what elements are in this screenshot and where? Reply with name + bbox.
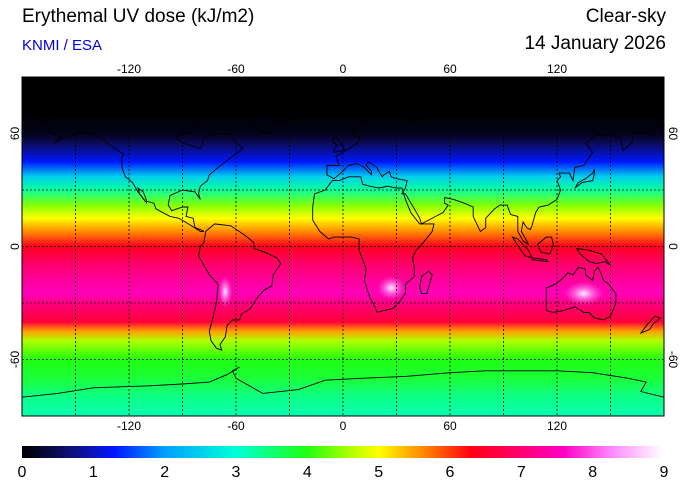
colorbar-tick-label: 9 (660, 464, 669, 481)
coastline-java (531, 257, 550, 263)
map-title: Erythemal UV dose (kJ/m2) (22, 6, 255, 27)
sky-condition-label: Clear-sky (585, 6, 666, 27)
lat-tick-label: 0 (8, 243, 22, 250)
latitude-ticks-left: 60 0 -60 (8, 127, 22, 369)
lon-tick-label: -120 (117, 62, 141, 76)
map-frame (21, 76, 665, 417)
lon-tick-label: -120 (117, 419, 141, 433)
longitude-ticks-bottom: -120 -60 0 60 120 (117, 419, 567, 433)
coastline-britain (331, 136, 346, 153)
longitude-ticks-top: -120 -60 0 60 120 (117, 62, 567, 76)
lon-tick-label: 0 (340, 62, 347, 76)
lon-tick-label: 0 (340, 419, 347, 433)
lon-tick-label: -60 (227, 419, 245, 433)
lat-tick-label: -60 (8, 351, 22, 369)
lat-tick-label: -60 (666, 351, 680, 369)
coastline-greenland (211, 89, 312, 135)
coastline-borneo (536, 236, 554, 255)
lat-tick-label: 60 (666, 127, 680, 141)
date-label: 14 January 2026 (524, 33, 666, 54)
lon-tick-label: 120 (547, 419, 567, 433)
coastline-sumatra (511, 236, 533, 259)
coastlines (21, 89, 665, 398)
coastline-europe-asia (326, 99, 665, 246)
coastline-north-america (42, 108, 244, 232)
coastline-japan (574, 169, 595, 189)
colorbar-tick-label: 3 (232, 464, 241, 481)
colorbar-gradient (22, 446, 664, 458)
lat-tick-label: 60 (8, 127, 22, 141)
coastline-australia (545, 266, 617, 321)
lon-tick-label: 60 (443, 62, 457, 76)
coastline-madagascar (419, 270, 433, 295)
coastline-new-zealand (639, 315, 662, 335)
uv-hotspot (563, 281, 604, 306)
coastline-africa (312, 176, 435, 313)
map-area (21, 76, 665, 417)
lon-tick-label: 120 (547, 62, 567, 76)
coastline-south-america (198, 223, 282, 351)
uv-hotspot (377, 275, 406, 300)
colorbar-tick-label: 8 (588, 464, 597, 481)
colorbar-tick-label: 5 (374, 464, 383, 481)
colorbar-tick-label: 1 (89, 464, 98, 481)
colorbar-tick-label: 6 (446, 464, 455, 481)
colorbar-tick-label: 4 (303, 464, 312, 481)
colorbar: 0 1 2 3 4 5 6 7 8 9 (18, 446, 669, 481)
latitude-ticks-right: 60 0 -60 (666, 127, 680, 369)
colorbar-tick-label: 0 (18, 464, 27, 481)
coastline-new-guinea (575, 247, 611, 266)
lon-tick-label: 60 (443, 419, 457, 433)
credit-label: KNMI / ESA (22, 37, 103, 54)
colorbar-tick-label: 2 (160, 464, 169, 481)
colorbar-ticks: 0 1 2 3 4 5 6 7 8 9 (18, 464, 669, 481)
coastline-antarctica (21, 366, 665, 398)
lat-tick-label: 0 (666, 243, 680, 250)
uv-hotspot (218, 275, 233, 308)
uv-hotspots (218, 275, 604, 308)
graticule (22, 77, 664, 416)
lon-tick-label: -60 (227, 62, 245, 76)
colorbar-tick-label: 7 (517, 464, 526, 481)
